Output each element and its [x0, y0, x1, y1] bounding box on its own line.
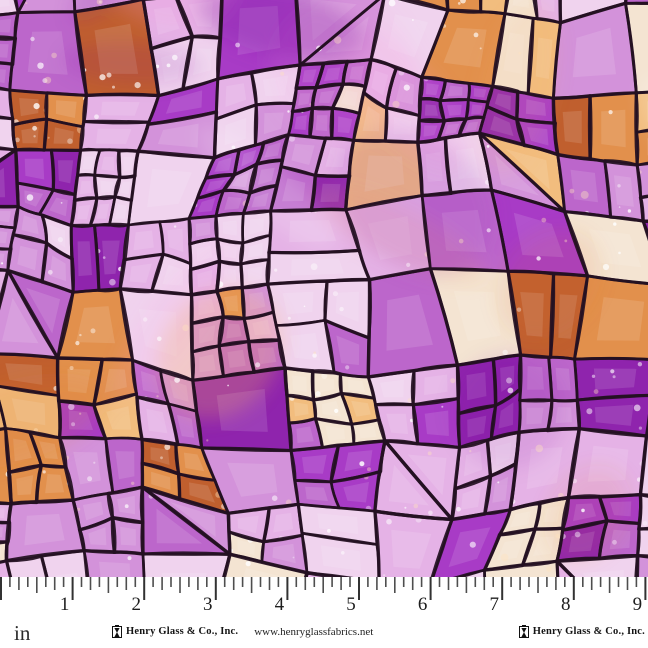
brand-right: Henry Glass & Co., Inc.	[518, 625, 645, 638]
brand-name: Henry Glass & Co., Inc.	[126, 626, 239, 637]
fabric-swatch	[0, 0, 648, 577]
ruler: 1 2 3 4 5 6 7 8 9	[0, 577, 648, 648]
selvage-footer: in Henry Glass & Co., Inc. www.henryglas…	[0, 620, 648, 646]
inch-label-7: 7	[489, 594, 499, 615]
ruler-ticks	[0, 577, 647, 600]
inch-label-2: 2	[131, 594, 141, 615]
inch-label-5: 5	[346, 594, 356, 615]
inch-label-4: 4	[274, 594, 285, 615]
brand-center: Henry Glass & Co., Inc. www.henryglassfa…	[112, 625, 373, 638]
brand-name: Henry Glass & Co., Inc.	[532, 626, 645, 637]
inch-label-3: 3	[203, 594, 213, 615]
inch-label-9: 9	[632, 594, 643, 615]
inch-label-8: 8	[561, 594, 571, 615]
inch-label-6: 6	[417, 594, 428, 615]
henry-glass-logo-icon	[518, 625, 529, 638]
mosaic-pattern-graphic	[0, 0, 648, 577]
inch-label-1: 1	[59, 594, 70, 615]
website-text: www.henryglassfabrics.net	[254, 625, 374, 638]
unit-label: in	[14, 621, 31, 645]
henry-glass-logo-icon	[112, 625, 122, 638]
